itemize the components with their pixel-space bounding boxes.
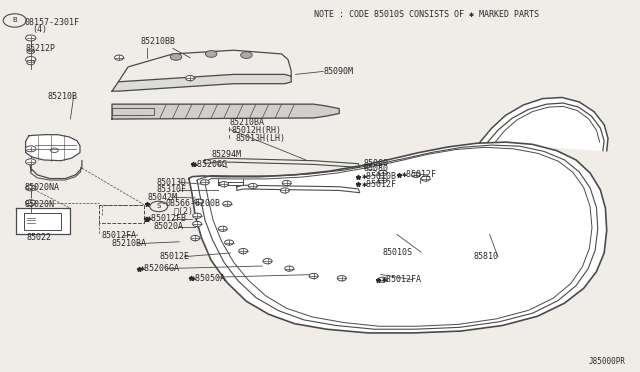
Circle shape bbox=[27, 60, 35, 65]
Circle shape bbox=[263, 259, 272, 264]
Circle shape bbox=[26, 185, 36, 191]
Text: 08566-6200B: 08566-6200B bbox=[165, 199, 220, 208]
Text: 85060: 85060 bbox=[364, 159, 388, 168]
Text: 85020N: 85020N bbox=[24, 200, 54, 209]
Circle shape bbox=[26, 159, 36, 165]
Text: ✱85206GA: ✱85206GA bbox=[140, 264, 179, 273]
Text: 85020A: 85020A bbox=[154, 222, 184, 231]
Circle shape bbox=[193, 213, 202, 218]
Text: 85212P: 85212P bbox=[26, 44, 56, 53]
Text: ✱85012F: ✱85012F bbox=[402, 170, 437, 179]
Circle shape bbox=[282, 180, 291, 186]
Circle shape bbox=[239, 248, 248, 254]
Circle shape bbox=[205, 51, 217, 57]
Circle shape bbox=[223, 201, 232, 206]
Circle shape bbox=[26, 146, 36, 152]
Text: 85013D: 85013D bbox=[157, 178, 187, 187]
Circle shape bbox=[421, 176, 430, 181]
Text: 85210B: 85210B bbox=[48, 92, 78, 101]
Text: 85810: 85810 bbox=[474, 252, 499, 261]
Text: ✱85010B: ✱85010B bbox=[362, 172, 397, 181]
Circle shape bbox=[26, 57, 36, 62]
Circle shape bbox=[115, 55, 124, 60]
Circle shape bbox=[220, 182, 228, 187]
Text: NOTE : CODE 85010S CONSISTS OF ✱ MARKED PARTS: NOTE : CODE 85010S CONSISTS OF ✱ MARKED … bbox=[314, 10, 539, 19]
Circle shape bbox=[26, 200, 36, 206]
Circle shape bbox=[225, 240, 234, 245]
Polygon shape bbox=[16, 208, 70, 234]
Text: 85090M: 85090M bbox=[323, 67, 353, 76]
Circle shape bbox=[378, 277, 387, 282]
Text: 08157-2301F: 08157-2301F bbox=[24, 18, 79, 27]
Text: 85294M: 85294M bbox=[211, 150, 241, 159]
Polygon shape bbox=[112, 104, 339, 119]
Text: 85080: 85080 bbox=[364, 164, 388, 173]
Text: ✱85012F: ✱85012F bbox=[362, 180, 397, 189]
Polygon shape bbox=[112, 74, 291, 91]
Circle shape bbox=[170, 54, 182, 60]
Circle shape bbox=[191, 235, 200, 241]
Polygon shape bbox=[189, 142, 607, 333]
Text: 85022: 85022 bbox=[27, 233, 52, 242]
Text: B: B bbox=[12, 17, 17, 23]
Text: 85210BB: 85210BB bbox=[141, 37, 176, 46]
Circle shape bbox=[248, 183, 257, 189]
Circle shape bbox=[337, 276, 346, 281]
Circle shape bbox=[280, 188, 289, 193]
Circle shape bbox=[26, 35, 36, 41]
Circle shape bbox=[412, 172, 420, 177]
Circle shape bbox=[378, 178, 387, 183]
Text: 85210BA: 85210BA bbox=[112, 239, 147, 248]
Circle shape bbox=[27, 49, 35, 54]
Text: 85012E: 85012E bbox=[160, 252, 190, 261]
Text: Ⓢ(2): Ⓢ(2) bbox=[174, 207, 194, 216]
Circle shape bbox=[193, 221, 202, 227]
Text: 85042M: 85042M bbox=[147, 193, 177, 202]
Circle shape bbox=[200, 180, 209, 185]
Text: 85210BA: 85210BA bbox=[229, 118, 264, 127]
Text: ✱85206G: ✱85206G bbox=[193, 160, 228, 169]
Text: 85010S: 85010S bbox=[383, 248, 413, 257]
Circle shape bbox=[285, 266, 294, 271]
Circle shape bbox=[309, 273, 318, 279]
Text: 85013H(LH): 85013H(LH) bbox=[236, 134, 285, 143]
Text: 85310F: 85310F bbox=[157, 185, 187, 194]
Text: ✱85012FB: ✱85012FB bbox=[147, 214, 188, 223]
Text: ✱85012FA: ✱85012FA bbox=[381, 275, 422, 284]
Text: 85020NA: 85020NA bbox=[24, 183, 60, 192]
Text: S: S bbox=[157, 203, 161, 209]
Text: ✱85050A: ✱85050A bbox=[191, 274, 226, 283]
Circle shape bbox=[194, 199, 203, 204]
Text: (4): (4) bbox=[32, 25, 47, 34]
Polygon shape bbox=[26, 135, 80, 161]
Text: 85012H(RH): 85012H(RH) bbox=[232, 126, 282, 135]
Circle shape bbox=[186, 76, 195, 81]
Text: J85000PR: J85000PR bbox=[589, 357, 626, 366]
Text: 85012FA: 85012FA bbox=[101, 231, 136, 240]
Polygon shape bbox=[480, 97, 608, 151]
Circle shape bbox=[241, 52, 252, 58]
Circle shape bbox=[378, 170, 387, 176]
Circle shape bbox=[218, 226, 227, 231]
